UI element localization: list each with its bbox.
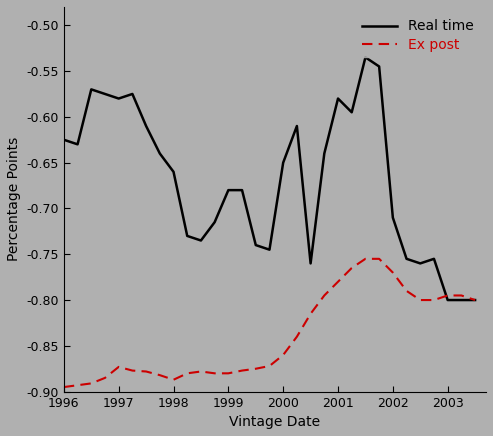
Real time [211, 220, 217, 225]
Real time [88, 87, 94, 92]
Ex post [239, 368, 245, 373]
Ex post [267, 363, 273, 368]
Ex post [362, 256, 368, 262]
Ex post [171, 377, 176, 382]
Ex post [61, 385, 67, 390]
Ex post [308, 311, 314, 317]
Real time [225, 187, 231, 193]
Ex post [198, 369, 204, 374]
Real time [157, 151, 163, 156]
X-axis label: Vintage Date: Vintage Date [229, 415, 320, 429]
Ex post [431, 297, 437, 303]
Real time [390, 215, 396, 220]
Real time [171, 169, 176, 174]
Ex post [390, 270, 396, 275]
Ex post [211, 371, 217, 376]
Real time [116, 96, 122, 101]
Ex post [253, 366, 259, 371]
Real time [417, 261, 423, 266]
Ex post [88, 381, 94, 386]
Ex post [404, 288, 410, 293]
Real time [74, 142, 80, 147]
Real time [184, 233, 190, 238]
Ex post [102, 375, 108, 381]
Real time [349, 110, 354, 115]
Ex post [417, 297, 423, 303]
Real time [308, 261, 314, 266]
Real time [102, 92, 108, 97]
Real time [431, 256, 437, 262]
Real time [253, 242, 259, 248]
Y-axis label: Percentage Points: Percentage Points [7, 137, 21, 262]
Ex post [116, 364, 122, 370]
Line: Ex post: Ex post [64, 259, 475, 387]
Ex post [143, 369, 149, 374]
Ex post [335, 279, 341, 284]
Real time [404, 256, 410, 262]
Ex post [321, 293, 327, 298]
Ex post [225, 371, 231, 376]
Ex post [458, 293, 464, 298]
Real time [294, 123, 300, 129]
Ex post [280, 352, 286, 358]
Real time [362, 54, 368, 60]
Real time [143, 123, 149, 129]
Real time [472, 297, 478, 303]
Real time [458, 297, 464, 303]
Ex post [472, 297, 478, 303]
Real time [198, 238, 204, 243]
Ex post [376, 256, 382, 262]
Ex post [130, 368, 136, 373]
Ex post [294, 334, 300, 339]
Real time [376, 64, 382, 69]
Legend: Real time, Ex post: Real time, Ex post [356, 14, 479, 57]
Ex post [157, 372, 163, 378]
Real time [280, 160, 286, 165]
Real time [267, 247, 273, 252]
Ex post [74, 383, 80, 388]
Real time [61, 137, 67, 143]
Real time [130, 92, 136, 97]
Real time [239, 187, 245, 193]
Real time [335, 96, 341, 101]
Ex post [184, 371, 190, 376]
Ex post [349, 266, 354, 271]
Real time [321, 151, 327, 156]
Real time [445, 297, 451, 303]
Ex post [445, 293, 451, 298]
Line: Real time: Real time [64, 57, 475, 300]
